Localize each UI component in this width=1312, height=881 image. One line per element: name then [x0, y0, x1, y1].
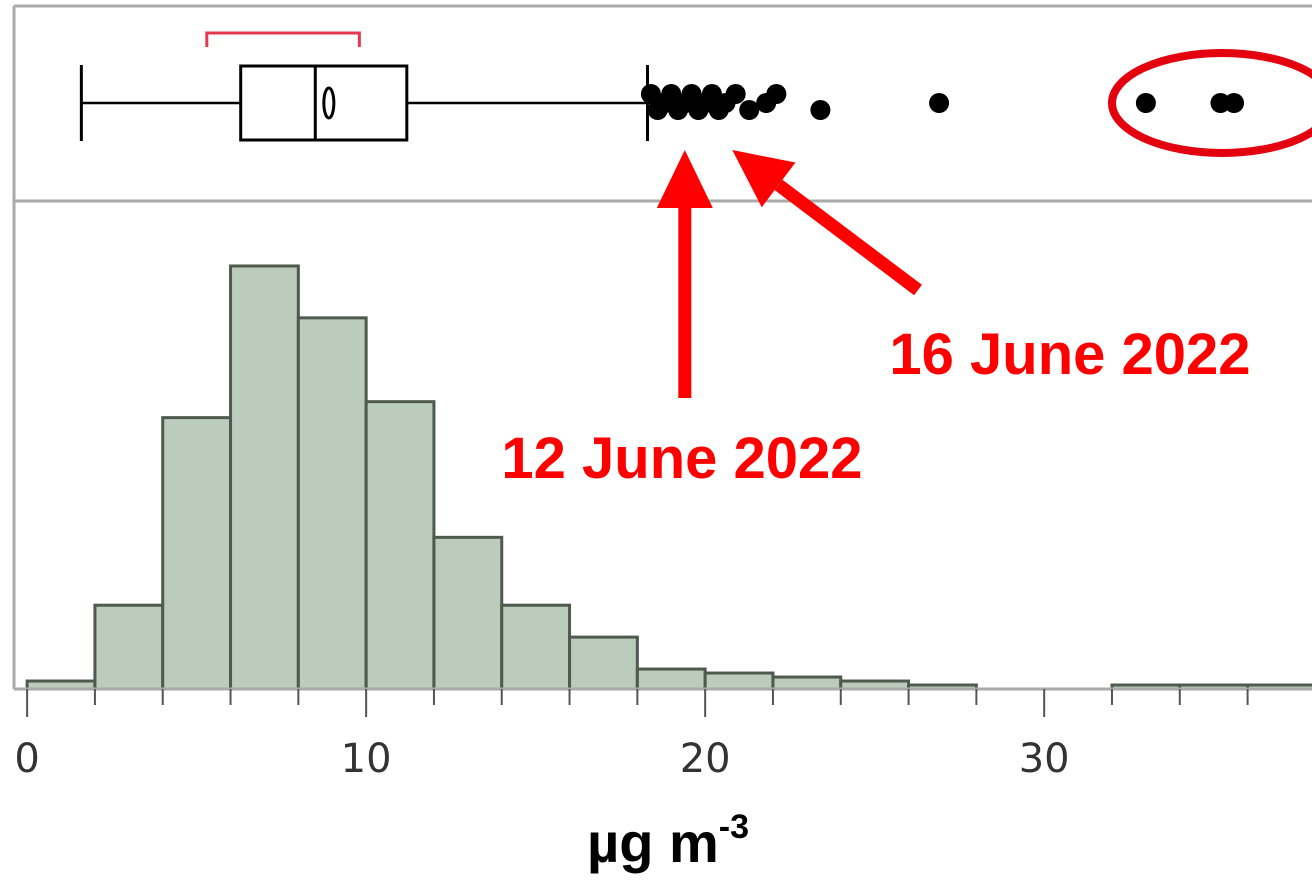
histogram-bar-1 [93, 603, 165, 691]
x-axis-title: µg m-3 [587, 808, 749, 874]
outlier-point-17 [929, 93, 950, 113]
x-axis: 0 10 20 30 [14, 687, 1312, 782]
histogram-bar-9 [635, 667, 707, 691]
histogram-bar-10 [703, 671, 775, 691]
outlier-point-13 [739, 100, 760, 120]
arrow-12-june-head [656, 150, 713, 208]
outlier-point-15 [766, 84, 787, 104]
x-tick-label-20: 20 [680, 736, 731, 782]
outlier-point-16 [810, 100, 831, 120]
mean-diamond [322, 86, 336, 120]
outlier-point-20 [1224, 93, 1245, 113]
annotations: 12 June 2022 16 June 2022 [501, 49, 1312, 491]
x-tick-label-10: 10 [341, 736, 392, 782]
outlier-point-18 [1135, 93, 1156, 113]
histogram-panel [25, 264, 1312, 691]
arrow-16-june-shaft [774, 179, 922, 296]
x-tick-label-0: 0 [14, 736, 39, 782]
boxplot-panel [79, 31, 1245, 142]
histogram-bar-2 [161, 416, 233, 691]
histogram-bar-8 [568, 635, 639, 691]
histogram-bar-3 [229, 264, 300, 691]
outlier-point-12 [725, 84, 746, 104]
annotation-label-12-june: 12 June 2022 [501, 426, 862, 491]
x-tick-label-30: 30 [1019, 736, 1070, 782]
histogram-bar-7 [500, 603, 572, 691]
histogram-bar-5 [364, 400, 436, 691]
annotation-label-16-june: 16 June 2022 [889, 322, 1250, 387]
shortest-half-bracket [205, 31, 361, 47]
arrow-16-june-head [732, 150, 796, 208]
x-axis-title-text: µg m [587, 811, 719, 874]
highlight-ellipse [1108, 49, 1312, 157]
histogram-bar-11 [771, 675, 843, 691]
arrow-16-june [732, 150, 922, 296]
x-axis-title-exponent: -3 [719, 808, 749, 846]
arrow-12-june [656, 150, 713, 398]
histogram-bar-6 [432, 535, 504, 691]
histogram-bar-4 [296, 316, 368, 691]
